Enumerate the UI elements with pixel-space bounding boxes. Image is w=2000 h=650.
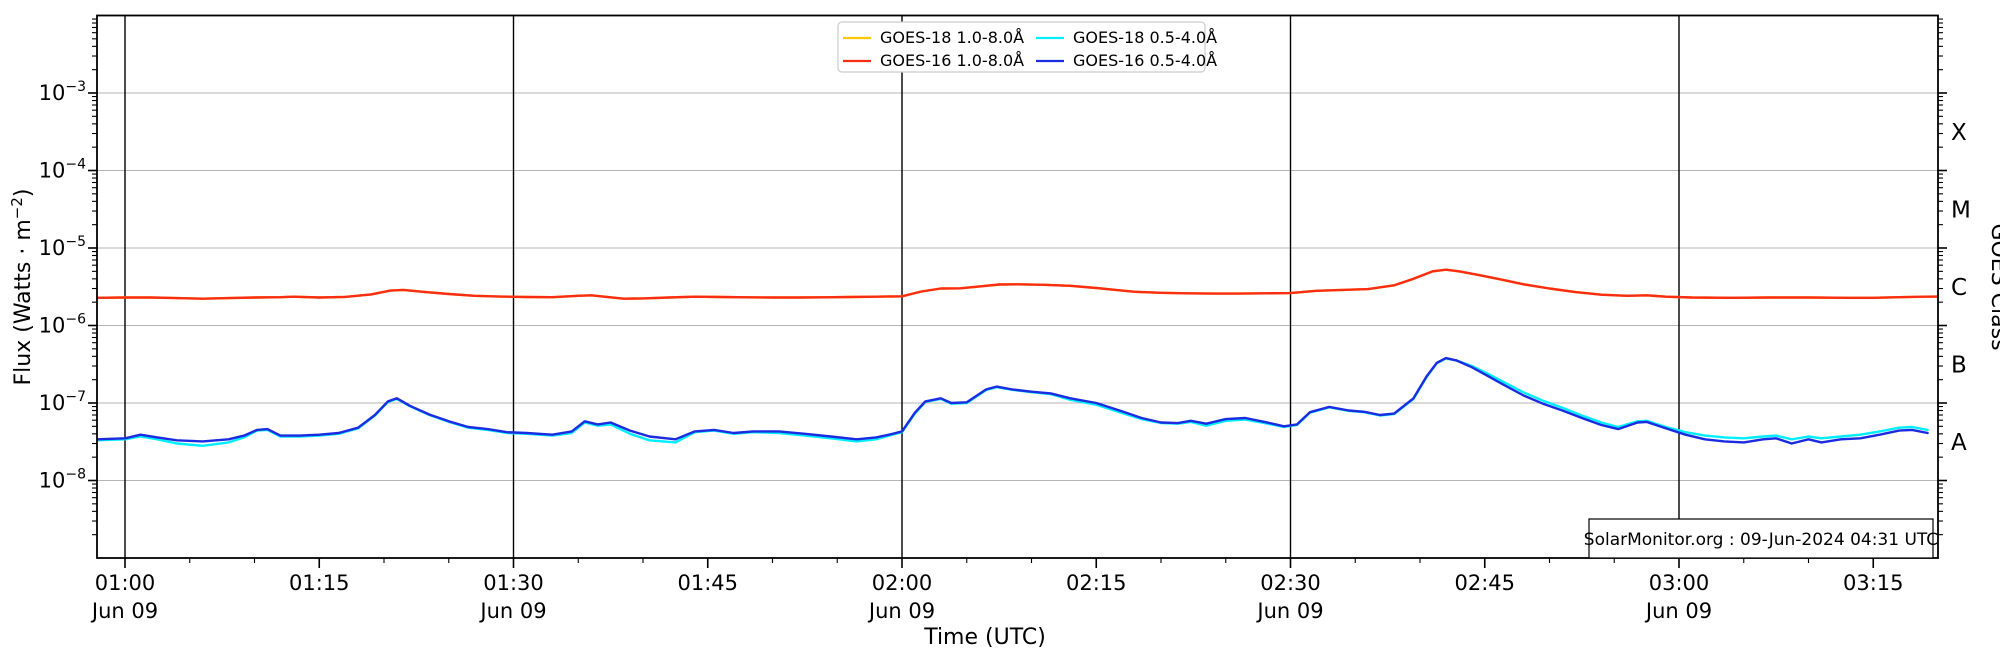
x-tick-label: 01:15 bbox=[289, 571, 350, 595]
x-axis-title: Time (UTC) bbox=[923, 625, 1046, 650]
watermark-text: SolarMonitor.org : 09-Jun-2024 04:31 UTC bbox=[1584, 530, 1938, 550]
y-tick-label: 10−5 bbox=[39, 234, 86, 260]
y-axis-title: Flux (Watts · m−2) bbox=[8, 189, 36, 386]
plot-border bbox=[96, 14, 1939, 559]
watermark-box bbox=[1588, 518, 1934, 559]
x-tick-label: 02:15 bbox=[1066, 571, 1127, 595]
legend-entry-goes18-short: GOES-18 0.5-4.0Å bbox=[1036, 28, 1217, 47]
x-tick-date-label: Jun 09 bbox=[1255, 599, 1323, 623]
series-goes16-short bbox=[97, 356, 1929, 445]
x-tick-label: 01:00 bbox=[95, 571, 156, 595]
x-tick-label: 02:00 bbox=[872, 571, 933, 595]
x-tick-label: 01:45 bbox=[677, 571, 738, 595]
watermark: SolarMonitor.org : 09-Jun-2024 04:31 UTC bbox=[1584, 518, 1938, 559]
legend-box bbox=[837, 21, 1206, 73]
right-axis-title: GOES Class bbox=[1986, 223, 2000, 350]
axis-ticks bbox=[88, 18, 1947, 568]
goes-class-letters: X M C B A bbox=[1951, 120, 1971, 456]
x-tick-labels: 01:00 Jun 09 01:15 01:30 Jun 09 01:45 02:00 Jun… bbox=[90, 571, 1904, 623]
legend: GOES-18 1.0-8.0Å GOES-16 1.0-8.0Å GOES-18 … bbox=[837, 21, 1217, 73]
goes-class-letter: X bbox=[1951, 120, 1967, 146]
legend-label: GOES-18 1.0-8.0Å bbox=[880, 28, 1024, 47]
goes-class-letter: M bbox=[1951, 197, 1971, 223]
gridlines bbox=[97, 15, 1938, 558]
y-tick-label: 10−7 bbox=[39, 389, 86, 415]
legend-entry-goes18-long: GOES-18 1.0-8.0Å bbox=[843, 28, 1024, 47]
x-tick-label: 03:00 bbox=[1649, 571, 1710, 595]
data-series bbox=[97, 268, 1938, 447]
x-tick-label: 03:15 bbox=[1843, 571, 1904, 595]
y-tick-label: 10−4 bbox=[39, 157, 86, 183]
legend-entry-goes16-long: GOES-16 1.0-8.0Å bbox=[843, 51, 1024, 70]
goes-class-letter: A bbox=[1951, 430, 1967, 456]
x-tick-label: 02:45 bbox=[1454, 571, 1515, 595]
goes-class-letter: B bbox=[1951, 352, 1967, 378]
x-tick-date-label: Jun 09 bbox=[478, 599, 546, 623]
goes-class-letter: C bbox=[1951, 275, 1967, 301]
x-tick-date-label: Jun 09 bbox=[1644, 599, 1712, 623]
legend-label: GOES-18 0.5-4.0Å bbox=[1073, 28, 1217, 47]
y-tick-label: 10−6 bbox=[39, 312, 86, 338]
y-tick-label: 10−3 bbox=[39, 79, 86, 105]
x-tick-date-label: Jun 09 bbox=[90, 599, 158, 623]
x-tick-label: 01:30 bbox=[483, 571, 544, 595]
legend-label: GOES-16 1.0-8.0Å bbox=[880, 51, 1024, 70]
y-tick-label: 10−8 bbox=[39, 467, 86, 493]
y-tick-labels: 10−3 10−4 10−5 10−6 10−7 10−8 bbox=[39, 79, 86, 493]
legend-entry-goes16-short: GOES-16 0.5-4.0Å bbox=[1036, 51, 1217, 70]
legend-label: GOES-16 0.5-4.0Å bbox=[1073, 51, 1217, 70]
series-goes16-long bbox=[97, 268, 1938, 300]
x-tick-label: 02:30 bbox=[1260, 571, 1321, 595]
x-tick-date-label: Jun 09 bbox=[867, 599, 935, 623]
